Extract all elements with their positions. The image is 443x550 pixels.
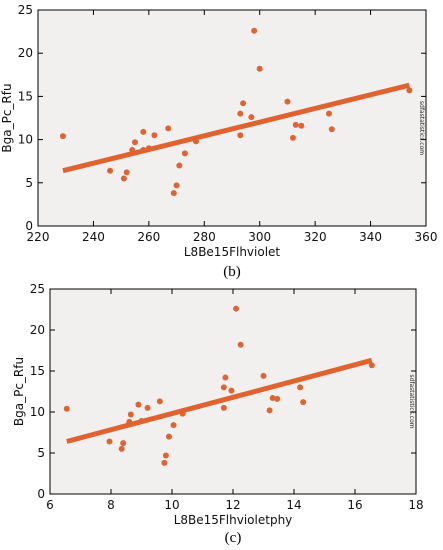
y-tick-label: 15 [30,364,45,378]
regression-line [66,357,373,444]
data-point [63,405,70,412]
data-point [176,162,183,169]
x-tick-label: 18 [408,498,423,512]
data-point [274,395,281,402]
x-tick-label: 240 [82,230,105,244]
data-point [161,459,168,466]
y-tick-label: 10 [18,133,33,147]
caption: (b) [223,264,241,280]
y-tick-label: 25 [30,282,45,296]
data-point [284,98,291,105]
data-point [248,114,255,121]
plot-area [37,9,427,227]
chart-panel-b: 220 240 260 280 300 320 340 360 0 5 10 15 20 25 L8Be… [0,3,437,280]
x-tick-label: 360 [415,230,438,244]
data-point [140,128,147,135]
data-point [173,182,180,189]
x-tick-label: 300 [248,230,271,244]
data-point [260,372,267,379]
data-point [120,175,127,182]
data-point [135,401,142,408]
data-point [300,399,307,406]
y-tick-label: 5 [25,176,33,190]
data-point [156,398,163,405]
data-point [368,362,375,369]
data-point [269,395,276,402]
watermark: sdfastatistics.com [418,101,425,155]
y-tick-label: 0 [25,219,33,233]
caption: (c) [225,530,242,546]
data-point [222,374,229,381]
x-tick-label: 12 [225,498,240,512]
chart-panel-c: 6 8 10 12 14 16 18 0 5 10 15 20 25 L8Be15Flhvioletp… [12,282,424,546]
data-point [297,384,304,391]
y-tick-label: 25 [18,3,33,17]
y-tick-label: 0 [37,487,45,501]
data-point [132,139,138,146]
data-point [266,407,273,414]
y-tick-label: 20 [30,323,45,337]
data-point [170,190,177,197]
data-point [165,433,172,440]
data-point [328,126,335,133]
y-tick-label: 10 [30,405,45,419]
data-point [220,384,227,391]
x-tick-label: 8 [107,498,115,512]
data-point [233,305,240,312]
x-tick-label: 14 [286,498,301,512]
x-axis-label: L8Be15Flhviolet [184,245,281,259]
data-point [123,169,130,176]
data-point [292,121,299,128]
y-tick-label: 20 [18,46,33,60]
x-tick-label: 260 [137,230,160,244]
data-point [59,133,66,140]
x-tick-label: 220 [27,230,50,244]
data-point [326,110,332,117]
data-point [289,134,296,141]
x-tick-label: 320 [304,230,327,244]
y-axis-label: Bga_Pc_Rfu [0,83,14,152]
data-point [220,404,227,411]
x-tick-label: 6 [46,498,54,512]
data-point [228,387,235,394]
data-point [256,65,263,72]
data-point [237,110,244,117]
data-point [144,404,151,411]
x-tick-label: 280 [193,230,216,244]
x-axis-label: L8Be15Flhvioletphy [174,513,293,527]
data-point [170,422,177,429]
data-point [406,87,413,94]
watermark: sdfastatistics.com [408,374,415,428]
data-point [181,150,188,157]
y-tick-label: 15 [18,89,33,103]
data-point [118,445,125,452]
data-point [251,27,258,34]
data-point [240,100,247,107]
x-tick-label: 10 [164,498,179,512]
data-point [237,341,244,348]
x-tick-label: 16 [347,498,362,512]
regression-line [62,82,410,174]
y-tick-label: 5 [37,446,45,460]
data-point [120,440,127,447]
data-point [151,132,158,139]
data-point [162,452,169,459]
data-point [237,132,244,139]
data-point [107,167,114,174]
y-axis-label: Bga_Pc_Rfu [12,357,26,426]
data-point [165,125,172,132]
data-point [127,411,134,418]
x-tick-label: 340 [359,230,382,244]
data-point [106,438,113,445]
data-point [298,122,305,129]
